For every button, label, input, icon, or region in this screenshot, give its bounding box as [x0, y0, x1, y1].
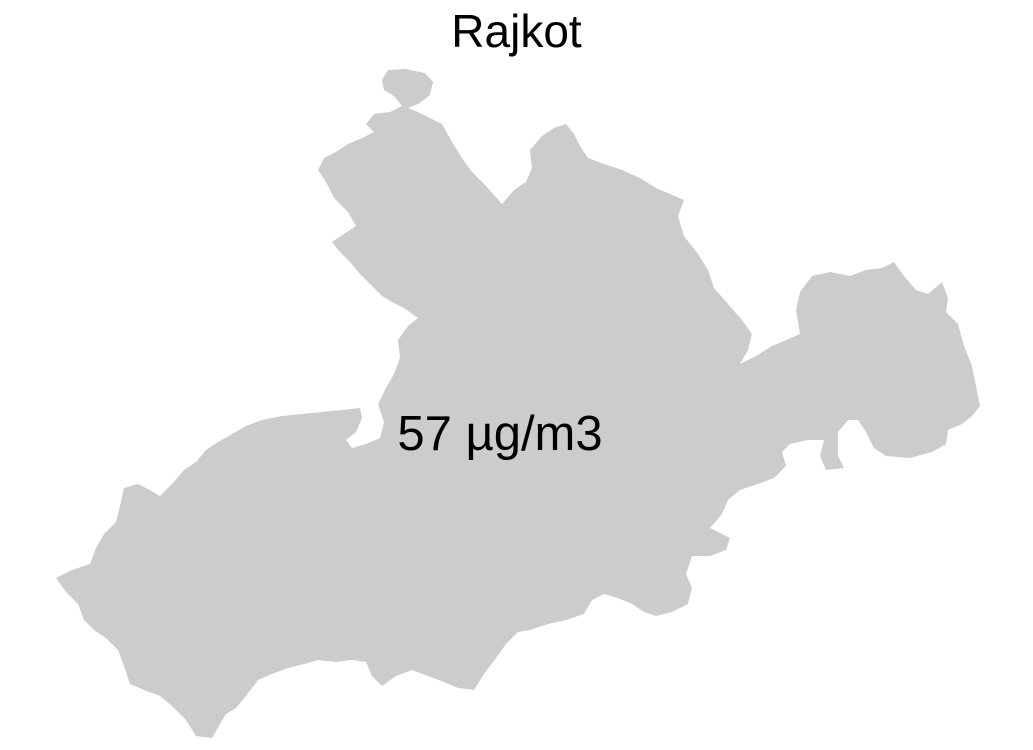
- map-title: Rajkot: [451, 5, 582, 57]
- rajkot-region-shape: [56, 69, 980, 738]
- region-value-label: 57 µg/m3: [397, 407, 603, 461]
